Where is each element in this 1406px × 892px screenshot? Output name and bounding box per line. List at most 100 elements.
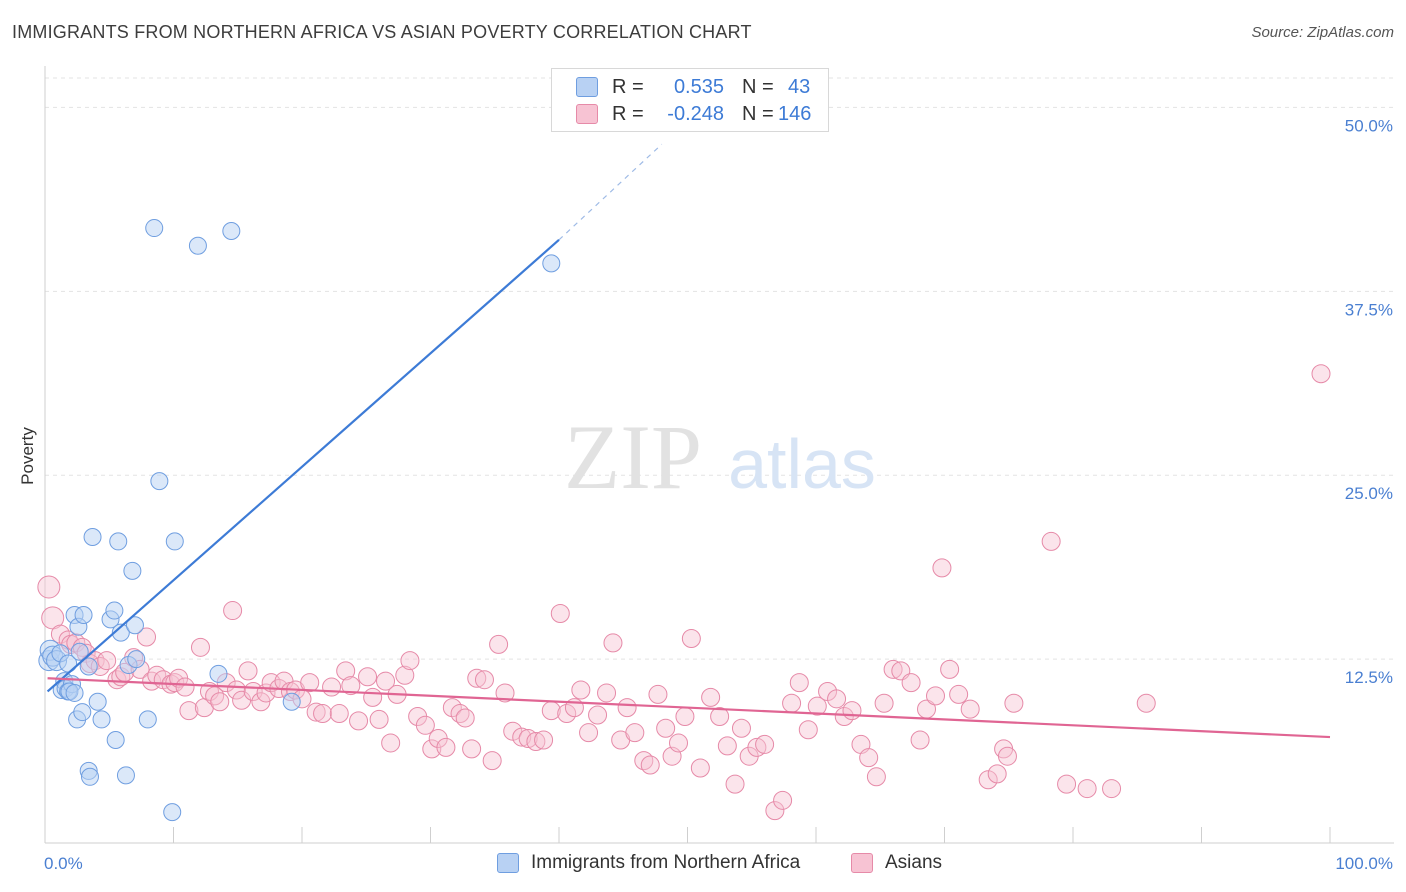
asians-point <box>798 720 818 740</box>
watermark: ZIP atlas <box>564 406 876 508</box>
bottom-legend-label: Immigrants from Northern Africa <box>531 852 801 873</box>
asians-point <box>137 627 157 647</box>
trend-lines <box>46 143 1331 739</box>
asians-point <box>1057 774 1077 794</box>
immigrants-point <box>88 692 107 711</box>
asians-point <box>579 723 599 743</box>
y-tick-label: 25.0% <box>1345 484 1393 503</box>
asians-point <box>313 704 333 724</box>
asians-point <box>175 677 195 697</box>
legend-row-immigrants: R = 0.535 N = 43 <box>576 75 810 99</box>
asians-point <box>226 680 246 700</box>
asians-point <box>597 683 617 703</box>
asians-point <box>603 633 623 653</box>
immigrants-point <box>109 532 128 551</box>
x-tick-label: 100.0% <box>1335 854 1393 873</box>
asians-point <box>648 684 668 704</box>
immigrants-point <box>70 642 89 661</box>
asians-point <box>223 601 243 621</box>
asians-points <box>37 364 1331 821</box>
asians-point <box>1077 779 1097 799</box>
asians-point <box>1311 364 1331 384</box>
asians-point <box>436 737 456 757</box>
asians-point <box>701 687 721 707</box>
immigrants-point <box>165 532 184 551</box>
asians-point <box>503 721 523 741</box>
bottom-legend-swatch-pink <box>851 853 873 873</box>
asians-point <box>866 767 886 787</box>
asians-point <box>251 692 271 712</box>
asians-point <box>358 667 378 687</box>
immigrants-point <box>65 683 84 702</box>
asians-point <box>997 746 1017 766</box>
legend-n-value: 43 <box>788 75 811 98</box>
asians-point <box>381 733 401 753</box>
asians-point <box>190 637 210 657</box>
immigrants-trend-extension <box>558 143 663 241</box>
asians-point <box>960 699 980 719</box>
asians-point <box>1004 693 1024 713</box>
legend-r-value: 0.535 <box>673 75 724 98</box>
asians-point <box>376 671 396 691</box>
asians-point <box>541 701 561 721</box>
immigrants-point <box>123 561 142 580</box>
immigrants-point <box>282 692 301 711</box>
immigrants-point <box>106 731 125 750</box>
immigrants-point <box>105 601 124 620</box>
asians-point <box>322 677 342 697</box>
asians-point <box>526 731 546 751</box>
asians-point <box>349 711 369 731</box>
asians-point <box>238 661 258 681</box>
immigrants-point <box>138 710 157 729</box>
immigrants-point <box>188 236 207 255</box>
tick-labels: 12.5% 25.0% 37.5% 50.0% 0.0% 100.0% <box>44 116 1393 873</box>
asians-point <box>827 689 847 709</box>
asians-point <box>987 764 1007 784</box>
asians-point <box>512 727 532 747</box>
legend-swatch-pink <box>576 104 598 124</box>
y-tick-label: 37.5% <box>1345 300 1393 319</box>
asians-point <box>789 673 809 693</box>
immigrants-point <box>80 767 99 786</box>
legend-n-label: N = <box>742 102 774 125</box>
immigrants-point <box>542 254 561 273</box>
asians-point <box>773 790 793 810</box>
y-tick-label: 50.0% <box>1345 116 1393 135</box>
asians-point <box>588 705 608 725</box>
chart-title: IMMIGRANTS FROM NORTHERN AFRICA VS ASIAN… <box>12 22 752 42</box>
asians-point <box>300 673 320 693</box>
immigrants-points <box>38 219 561 822</box>
immigrants-trend-line <box>46 239 560 693</box>
gridlines <box>45 77 1394 660</box>
immigrants-point <box>116 766 135 785</box>
asians-point <box>534 730 554 750</box>
asians-point <box>462 739 482 759</box>
immigrants-point <box>222 222 241 240</box>
immigrants-point <box>74 605 93 624</box>
asians-point <box>400 651 420 671</box>
asians-point <box>782 693 802 713</box>
asians-point <box>369 709 389 729</box>
asians-point <box>681 629 701 649</box>
asians-point <box>482 751 502 771</box>
immigrants-point <box>73 703 92 722</box>
asians-point <box>518 729 538 749</box>
asians-point <box>1102 779 1122 799</box>
legend-r-label: R = <box>612 75 644 98</box>
asians-point <box>467 668 487 688</box>
asians-point <box>901 673 921 693</box>
asians-point <box>710 706 730 726</box>
asians-point <box>932 558 952 578</box>
asians-point <box>675 706 695 726</box>
asians-point <box>474 670 494 690</box>
asians-point <box>455 708 475 728</box>
legend-row-asians: R = -0.248 N = 146 <box>576 102 811 126</box>
asians-point <box>807 696 827 716</box>
asians-point <box>107 670 127 690</box>
legend-swatch-blue <box>576 77 598 97</box>
y-axis-label: Poverty <box>18 427 37 485</box>
stats-legend: R = 0.535 N = 43 R = -0.248 N = 146 <box>551 68 829 132</box>
legend-r-value: -0.248 <box>667 102 724 125</box>
bottom-legend-swatch-blue <box>497 853 519 873</box>
asians-trend-line <box>47 677 1331 739</box>
